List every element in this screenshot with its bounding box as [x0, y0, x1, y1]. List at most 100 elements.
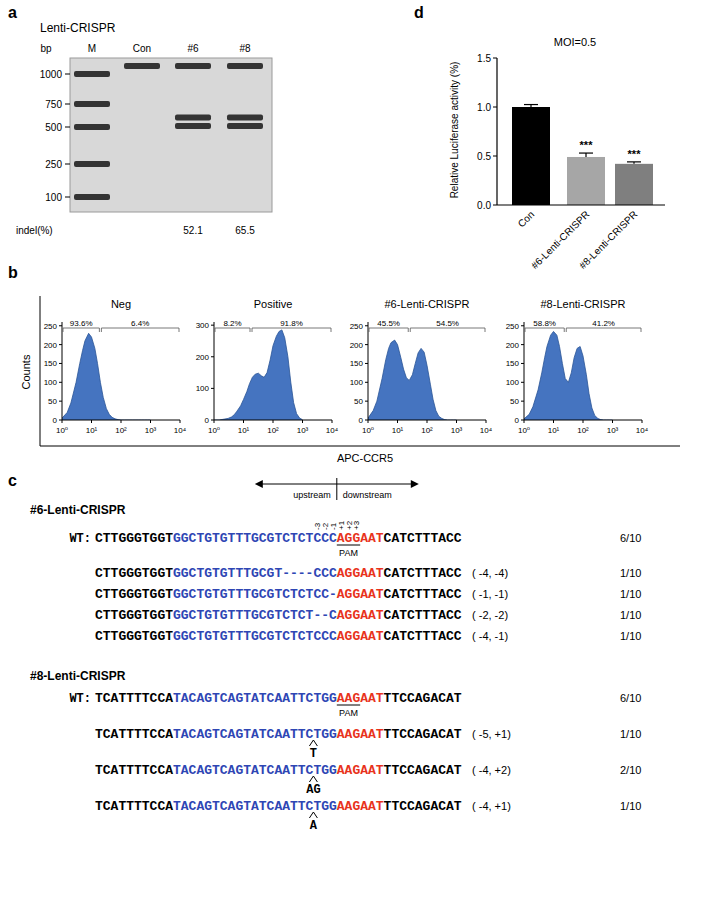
y-tick: [365, 325, 368, 326]
area-fill: [524, 331, 613, 420]
x-tick: [486, 420, 487, 423]
sequence-segment: AGGAAT: [337, 532, 384, 546]
category-label: #8-Lenti-CRISPR: [577, 209, 639, 271]
frequency: 1/10: [620, 588, 641, 600]
x-tick: [332, 420, 333, 423]
gate-label: 91.8%: [280, 319, 303, 328]
x-tick-label: 10⁰: [208, 426, 220, 435]
lane-label: M: [88, 43, 96, 54]
y-tick: [493, 107, 497, 108]
indel-change: ( -4, +1): [472, 800, 511, 812]
y-tick-label: 0: [53, 416, 58, 425]
x-tick: [62, 420, 63, 423]
ladder-tick: [65, 197, 70, 198]
sequence-segment: TTCCAGACAT: [384, 728, 463, 742]
position-label: +3: [352, 520, 361, 530]
x-axis-label: APC-CCR5: [337, 452, 393, 464]
x-tick: [612, 420, 613, 423]
x-tick: [397, 420, 398, 423]
error-cap: [627, 161, 641, 162]
y-tick-label: 200: [350, 341, 364, 350]
sequence-segment: GGCTGTGTTTGCGTCTCTCCC: [173, 630, 337, 644]
x-tick: [427, 420, 428, 423]
gate: [252, 328, 331, 332]
row-label: WT:: [69, 692, 91, 706]
indel-label: indel(%): [16, 225, 53, 236]
y-axis-label: Counts: [20, 354, 32, 389]
gel-band: [175, 123, 211, 129]
y-tick: [211, 388, 214, 389]
gel-band: [74, 124, 110, 130]
y-tick-label: 0.5: [477, 151, 491, 162]
gel-band: [74, 101, 110, 107]
sequence-segment: CTTGGGTGGT: [95, 588, 174, 602]
sequence-segment: CATCTTTACC: [384, 630, 463, 644]
x-tick-label: 10³: [297, 426, 309, 435]
frequency: 1/10: [620, 567, 641, 579]
insertion: T: [310, 747, 317, 761]
sequence-segment: CATCTTTACC: [384, 567, 463, 581]
plot-area: [368, 340, 457, 420]
y-tick-label: 0: [205, 416, 210, 425]
sequence-segment: CTTGGGTGGT: [95, 609, 174, 623]
block-title: #8-Lenti-CRISPR: [30, 669, 126, 683]
y-tick-label: 150: [350, 359, 364, 368]
x-tick-label: 10¹: [86, 426, 98, 435]
y-tick-label: 0: [515, 416, 520, 425]
x-tick-label: 10³: [451, 426, 463, 435]
y-tick-label: 100: [196, 384, 210, 393]
sequence-segment: TTCCAGACAT: [384, 764, 463, 778]
frequency: 6/10: [620, 532, 641, 544]
x-tick-label: 10¹: [548, 426, 560, 435]
y-tick-label: 250: [350, 322, 364, 331]
divider: [336, 478, 337, 500]
x-tick: [524, 420, 525, 423]
arrow-label: downstream: [343, 490, 392, 500]
sequence-segment: CATCTTTACC: [384, 609, 463, 623]
gel-band: [124, 63, 160, 69]
chart-title: #6-Lenti-CRISPR: [385, 298, 470, 310]
x-tick-label: 10⁰: [518, 426, 530, 435]
sequence-segment: GGCTGTGTTTGCGTCTCTCC-: [173, 588, 337, 602]
y-tick: [59, 363, 62, 364]
x-tick: [150, 420, 151, 423]
histogram-line: [524, 331, 613, 420]
area-fill: [368, 340, 457, 420]
indel-change: ( -4, -1): [472, 630, 508, 642]
x-tick-label: 10⁴: [636, 426, 649, 435]
gate-label: 45.5%: [377, 319, 400, 328]
gate-label: 93.6%: [70, 319, 93, 328]
sequence-segment: TGG: [313, 800, 336, 814]
sequence-segment: TTCCAGACAT: [384, 800, 463, 814]
x-tick: [368, 420, 369, 423]
x-tick-label: 10¹: [238, 426, 250, 435]
y-tick: [59, 344, 62, 345]
ladder-tick: [65, 127, 70, 128]
pam-underline: [337, 705, 360, 706]
y-tick-label: 150: [506, 359, 520, 368]
area-fill: [214, 330, 303, 420]
sequence-segment: TCATTTTCCA: [95, 800, 174, 814]
y-axis: [368, 322, 369, 420]
histogram-line: [62, 333, 151, 420]
x-tick-label: 10³: [607, 426, 619, 435]
ladder-tick: [65, 74, 70, 75]
plot-area: [512, 105, 653, 205]
y-tick-label: 300: [196, 321, 210, 330]
x-tick-label: 10¹: [392, 426, 404, 435]
x-tick-label: 10⁴: [326, 426, 339, 435]
gel-background: [70, 58, 272, 212]
sequence-segment: TGG: [313, 764, 336, 778]
y-tick-label: 1.5: [477, 53, 491, 64]
x-tick-label: 10²: [577, 426, 589, 435]
x-tick-label: 10²: [115, 426, 127, 435]
arrow-head: [255, 480, 263, 488]
x-tick: [456, 420, 457, 423]
error-bar: [627, 162, 641, 164]
ladder-tick: [65, 104, 70, 105]
y-tick: [365, 363, 368, 364]
sequence-segment: TACAGTCAGTATCAATTC: [173, 800, 314, 814]
lane-label: Con: [133, 43, 151, 54]
y-tick: [521, 344, 524, 345]
bar: [615, 164, 653, 205]
